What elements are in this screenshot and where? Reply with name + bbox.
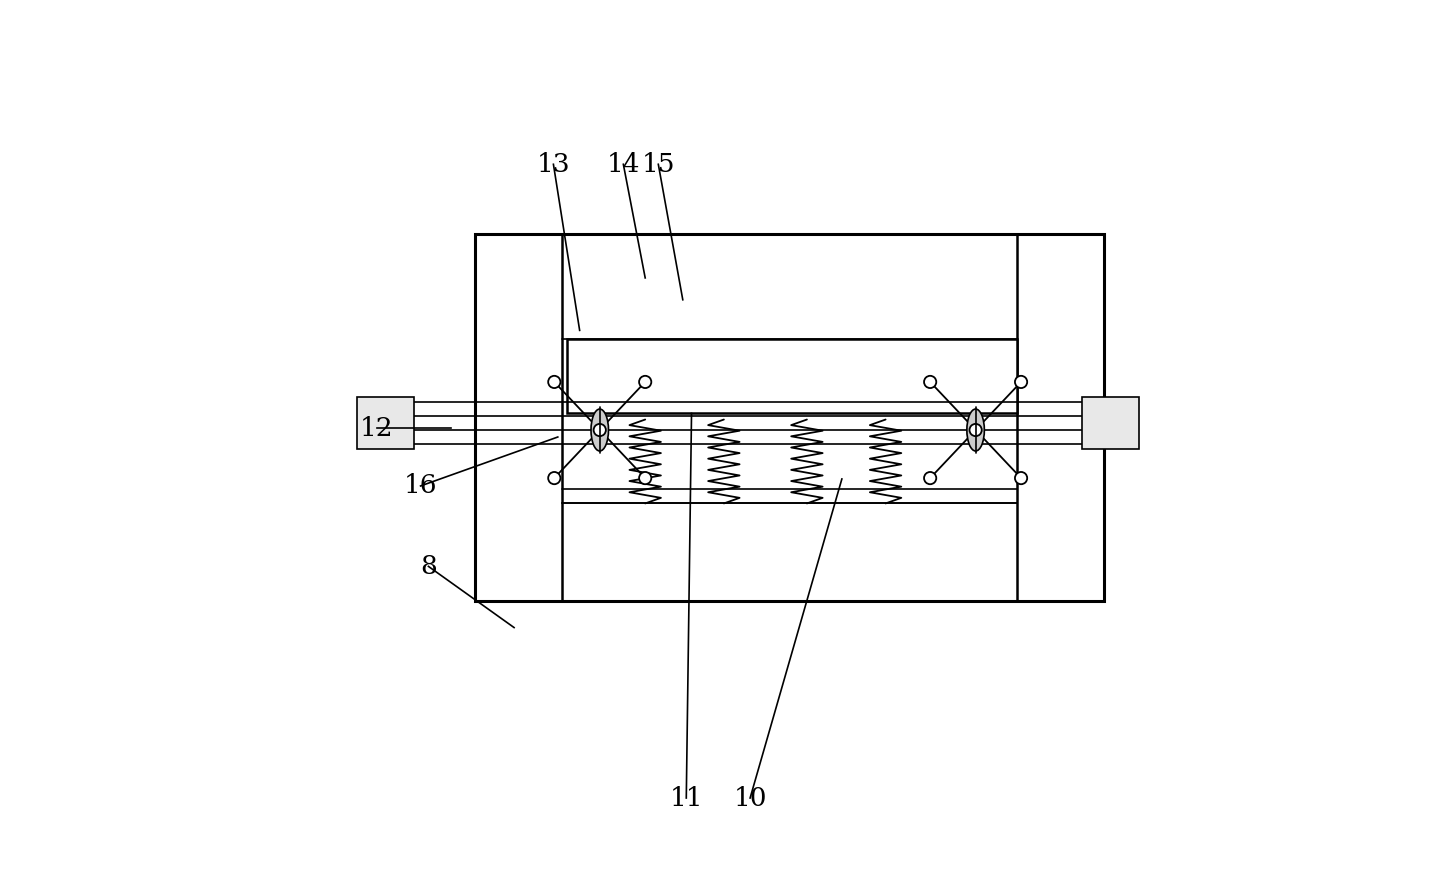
Circle shape — [924, 472, 937, 484]
Circle shape — [594, 424, 606, 436]
Text: 13: 13 — [537, 152, 570, 177]
Text: 8: 8 — [420, 554, 437, 579]
Circle shape — [639, 472, 652, 484]
Text: 10: 10 — [734, 786, 767, 811]
Bar — [475, 234, 563, 601]
Circle shape — [548, 376, 560, 388]
Circle shape — [970, 424, 981, 436]
Bar — [1082, 397, 1140, 449]
Text: 11: 11 — [669, 786, 704, 811]
Text: 12: 12 — [360, 416, 394, 440]
Text: 16: 16 — [404, 473, 437, 498]
Bar — [475, 234, 1104, 601]
Circle shape — [1014, 376, 1027, 388]
Circle shape — [924, 376, 937, 388]
Bar — [567, 339, 1017, 414]
Text: 15: 15 — [642, 152, 675, 177]
Ellipse shape — [967, 409, 984, 451]
Text: 14: 14 — [607, 152, 640, 177]
Bar — [1017, 234, 1104, 601]
Circle shape — [639, 376, 652, 388]
Circle shape — [1014, 472, 1027, 484]
Circle shape — [548, 472, 560, 484]
Bar — [357, 397, 413, 449]
Ellipse shape — [591, 409, 609, 451]
